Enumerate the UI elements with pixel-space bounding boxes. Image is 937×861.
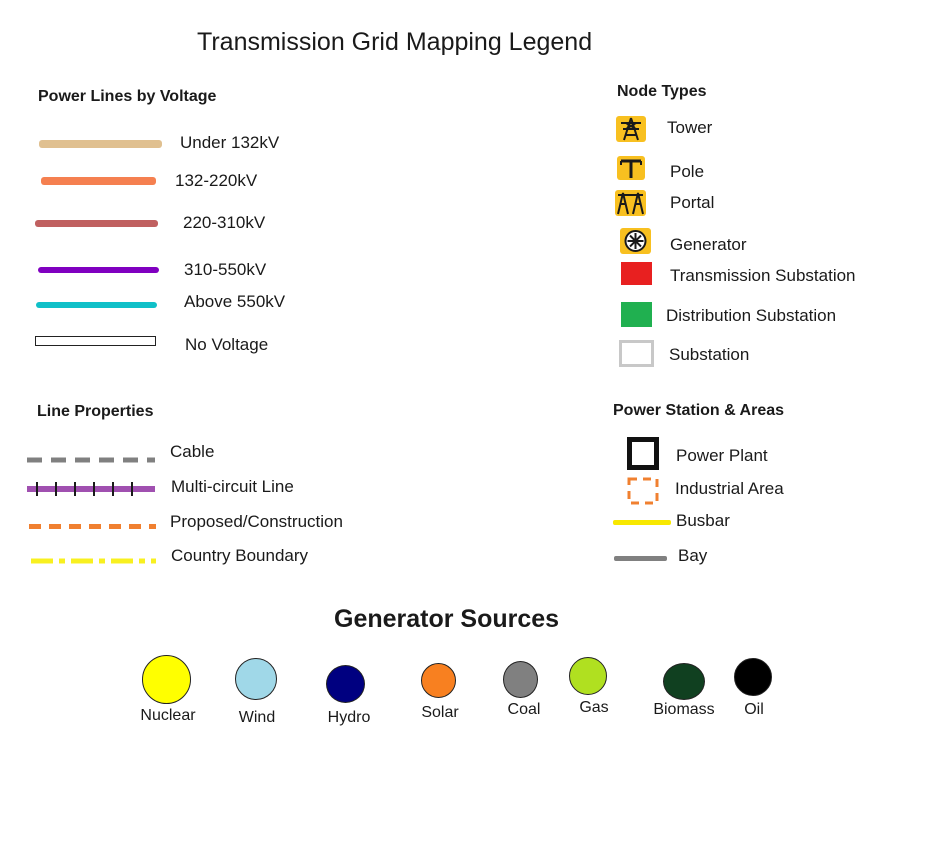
voltage-swatch-220-310 (35, 220, 158, 227)
line-label-multi-circuit: Multi-circuit Line (171, 477, 294, 496)
node-label-tower: Tower (667, 118, 713, 137)
line-props-heading: Line Properties (37, 403, 154, 420)
power-plant-swatch (627, 437, 659, 470)
transmission-substation-swatch (621, 262, 652, 285)
gen-label-oil: Oil (744, 701, 764, 718)
node-label-portal: Portal (670, 193, 715, 212)
legend-title: Transmission Grid Mapping Legend (197, 28, 593, 56)
voltage-label-above-550: Above 550kV (184, 292, 286, 311)
pole-icon (617, 156, 645, 180)
nodes-heading: Node Types (617, 83, 707, 100)
voltage-heading: Power Lines by Voltage (38, 88, 217, 105)
substation-swatch (619, 340, 654, 367)
solar-circle (421, 663, 456, 698)
voltage-swatch-under-132 (39, 140, 162, 148)
gen-label-coal: Coal (507, 701, 541, 718)
voltage-label-220-310: 220-310kV (183, 213, 266, 232)
distribution-substation-swatch (621, 302, 652, 327)
voltage-label-no-voltage: No Voltage (185, 335, 269, 354)
busbar-swatch (613, 520, 671, 525)
nuclear-circle (142, 655, 191, 704)
gen-label-hydro: Hydro (327, 709, 371, 726)
voltage-label-310-550: 310-550kV (184, 260, 267, 279)
proposed-swatch (29, 518, 156, 529)
voltage-swatch-132-220 (41, 177, 156, 185)
station-label-power-plant: Power Plant (676, 446, 768, 465)
gen-label-gas: Gas (579, 699, 609, 716)
oil-circle (734, 658, 772, 696)
node-label-distribution-substation: Distribution Substation (666, 306, 837, 325)
node-label-transmission-substation: Transmission Substation (670, 266, 856, 285)
industrial-area-swatch (627, 477, 659, 505)
coal-circle (503, 661, 538, 698)
generators-heading: Generator Sources (334, 605, 560, 633)
voltage-swatch-no-voltage (35, 336, 156, 346)
voltage-label-132-220: 132-220kV (175, 171, 258, 190)
gen-label-wind: Wind (238, 709, 276, 726)
wind-circle (235, 658, 277, 700)
tower-icon (616, 116, 646, 142)
multi-circuit-swatch (27, 480, 155, 498)
generator-icon (620, 228, 651, 254)
voltage-label-under-132: Under 132kV (180, 133, 280, 152)
station-label-busbar: Busbar (676, 511, 730, 530)
hydro-circle (326, 665, 365, 703)
line-label-proposed: Proposed/Construction (170, 512, 343, 531)
cable-swatch (27, 451, 155, 463)
voltage-swatch-310-550 (38, 267, 159, 273)
line-label-cable: Cable (170, 442, 215, 461)
gen-label-biomass: Biomass (653, 701, 715, 718)
station-heading: Power Station & Areas (613, 402, 785, 419)
gen-label-solar: Solar (421, 704, 459, 721)
voltage-swatch-above-550 (36, 302, 157, 308)
biomass-circle (663, 663, 705, 700)
node-label-generator: Generator (670, 235, 747, 254)
station-label-industrial-area: Industrial Area (675, 479, 784, 498)
gen-label-nuclear: Nuclear (140, 707, 196, 724)
portal-icon (615, 190, 646, 216)
station-label-bay: Bay (678, 546, 708, 565)
node-label-substation: Substation (669, 345, 750, 364)
line-label-country-boundary: Country Boundary (171, 546, 309, 565)
bay-swatch (614, 556, 667, 561)
country-boundary-swatch (31, 552, 156, 564)
node-label-pole: Pole (670, 162, 705, 181)
gas-circle (569, 657, 607, 695)
